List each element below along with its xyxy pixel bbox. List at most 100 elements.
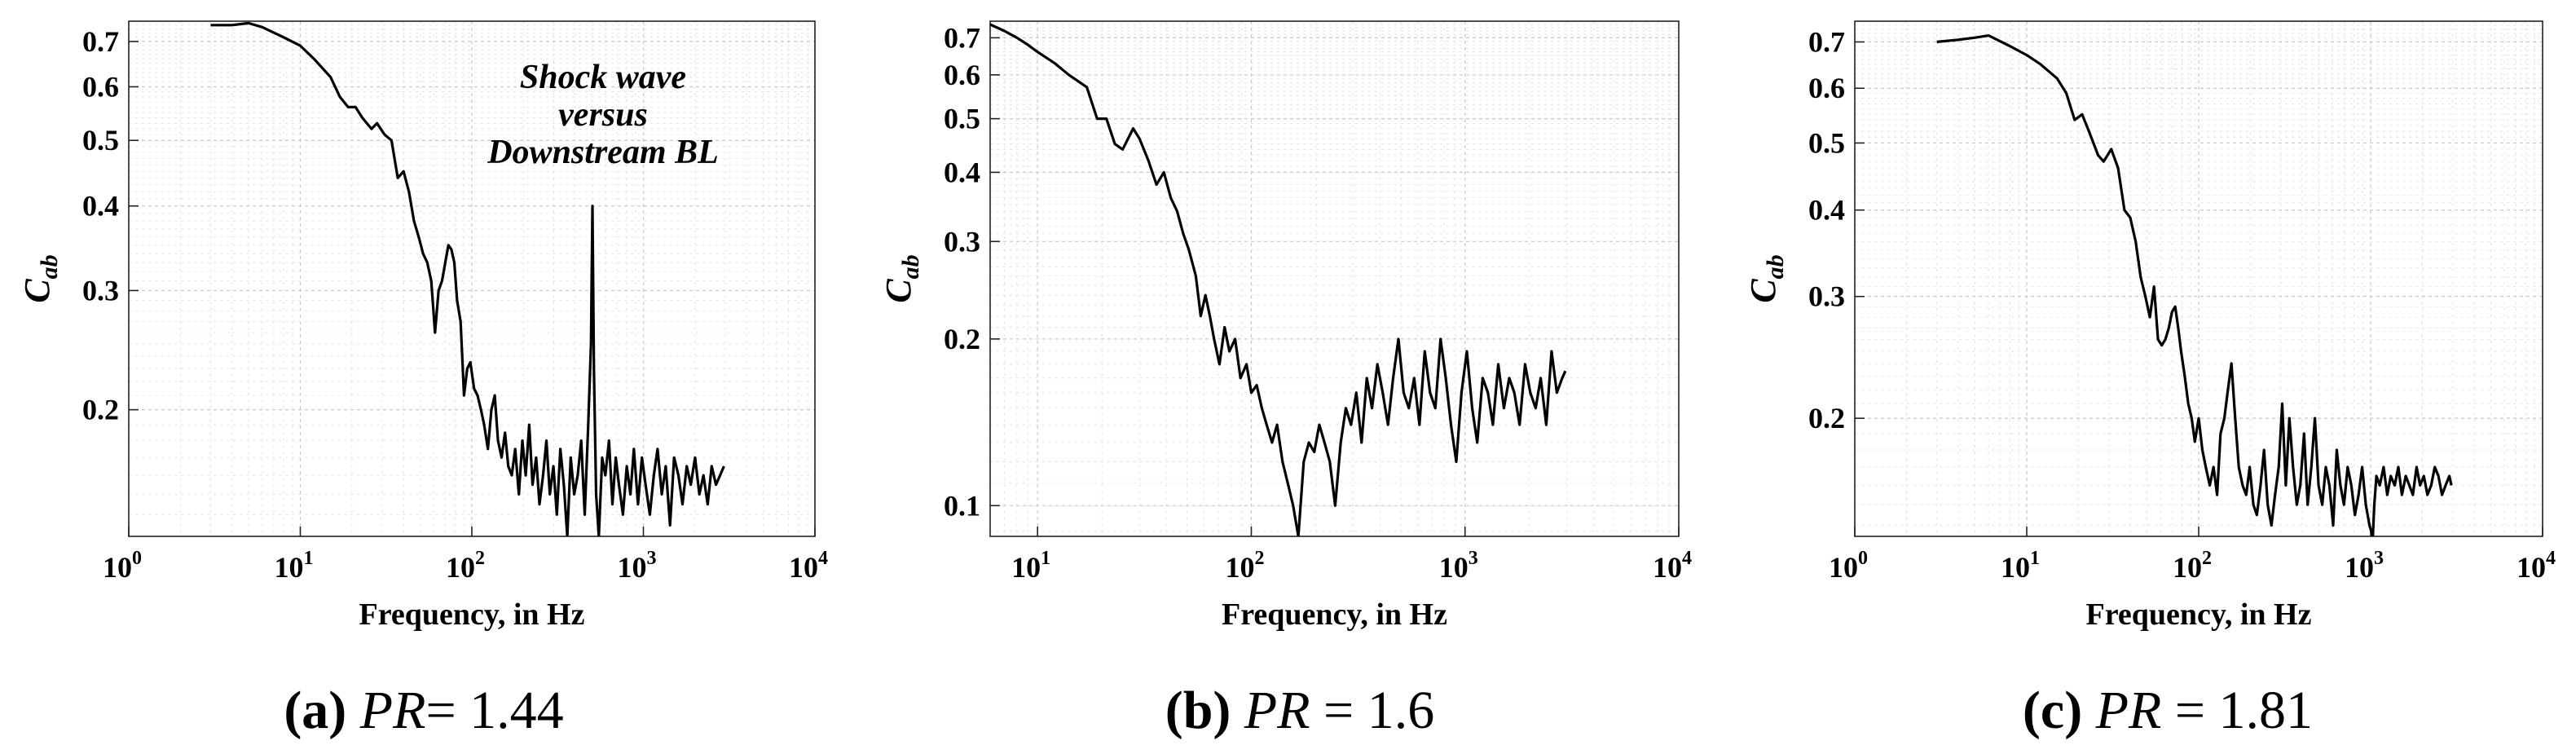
x-tick-exponent: 0 — [132, 548, 142, 569]
x-tick-exponent: 0 — [1858, 548, 1868, 569]
chart-panel-1: 100 101 102 103 1040.70.60.50.40.30.2Frequen… — [17, 20, 828, 740]
data-series-line — [210, 21, 725, 536]
y-tick-label: 0.2 — [944, 323, 980, 355]
x-tick-label: 103 — [2345, 548, 2384, 584]
caption-value: = 1.81 — [2161, 681, 2313, 740]
grid — [1854, 20, 2543, 536]
y-tick-label: 0.2 — [1808, 402, 1845, 434]
y-tick-label: 0.5 — [944, 103, 980, 135]
y-axis-label: Cab — [17, 254, 63, 302]
data-series-line — [1936, 33, 2453, 536]
x-tick-exponent: 2 — [475, 548, 485, 569]
caption-pr-symbol: PR — [1244, 681, 1310, 740]
annotation-text: Shock wave — [520, 59, 686, 96]
y-tick-label: 0.7 — [944, 21, 980, 54]
x-tick-label: 101 — [2001, 548, 2040, 584]
x-tick-base: 10 — [2001, 551, 2030, 584]
x-tick-label: 100 — [1829, 548, 1868, 584]
grid — [989, 20, 1679, 536]
x-tick-label: 103 — [618, 548, 657, 584]
y-axis-label-subscript: ab — [1762, 254, 1789, 279]
y-axis-label: Cab — [1743, 254, 1789, 302]
y-tick-label: 0.6 — [1808, 72, 1845, 104]
x-tick-base: 10 — [1653, 551, 1682, 584]
x-tick-base: 10 — [618, 551, 647, 584]
y-axis-label-subscript: ab — [897, 254, 924, 279]
annotation-text: versus — [558, 96, 648, 134]
caption-space — [1231, 681, 1244, 740]
x-axis-label: Frequency, in Hz — [359, 597, 585, 632]
x-tick-base: 10 — [2173, 551, 2202, 584]
caption-value: = 1.44 — [425, 681, 563, 740]
grid — [128, 20, 815, 537]
x-tick-label: 102 — [2173, 548, 2212, 584]
y-tick-label: 0.3 — [1808, 280, 1845, 313]
x-tick-label: 101 — [1011, 548, 1050, 584]
x-tick-base: 10 — [789, 551, 818, 584]
y-tick-label: 0.4 — [82, 190, 119, 223]
x-tick-label: 102 — [1225, 548, 1264, 584]
y-tick-label: 0.7 — [82, 25, 119, 58]
caption-pr-symbol: PR — [359, 681, 426, 740]
panel-caption: (b) PR = 1.6 — [1165, 681, 1435, 740]
x-tick-label: 100 — [103, 548, 142, 584]
caption-letter: (c) — [2023, 681, 2082, 740]
x-tick-base: 10 — [2345, 551, 2374, 584]
x-tick-label: 104 — [789, 548, 828, 584]
chart-panel-2: 101 102 103 1040.70.60.50.40.30.20.1Frequen… — [878, 20, 1692, 740]
panel-caption: (c) PR = 1.81 — [2023, 681, 2313, 740]
y-tick-label: 0.1 — [944, 489, 980, 522]
x-tick-exponent: 1 — [304, 548, 314, 569]
x-tick-base: 10 — [446, 551, 475, 584]
x-tick-base: 10 — [275, 551, 304, 584]
y-axis-label-main: C — [1743, 279, 1783, 303]
x-tick-exponent: 4 — [818, 548, 828, 569]
x-axis-label: Frequency, in Hz — [2086, 597, 2312, 632]
x-tick-exponent: 3 — [647, 548, 657, 569]
y-tick-label: 0.6 — [944, 59, 980, 91]
x-tick-exponent: 4 — [1682, 548, 1692, 569]
y-tick-label: 0.5 — [1808, 126, 1845, 159]
y-axis-label-main: C — [878, 279, 918, 303]
y-axis-label-main: C — [17, 279, 57, 303]
x-tick-base: 10 — [1225, 551, 1254, 584]
x-tick-base: 10 — [1829, 551, 1858, 584]
x-tick-base: 10 — [1011, 551, 1041, 584]
x-tick-base: 10 — [1439, 551, 1469, 584]
caption-pr-symbol: PR — [2095, 681, 2162, 740]
y-tick-label: 0.6 — [82, 70, 119, 103]
annotation-text: Downstream BL — [487, 134, 719, 171]
x-tick-base: 10 — [2517, 551, 2546, 584]
x-tick-exponent: 2 — [1254, 548, 1264, 569]
x-tick-exponent: 1 — [2030, 548, 2040, 569]
x-tick-exponent: 3 — [2374, 548, 2384, 569]
x-axis-label: Frequency, in Hz — [1222, 597, 1447, 632]
y-tick-label: 0.5 — [82, 124, 119, 157]
x-tick-label: 102 — [446, 548, 485, 584]
plot-frame — [989, 20, 1680, 537]
data-series-line — [990, 23, 1567, 536]
y-tick-label: 0.4 — [944, 156, 980, 188]
x-tick-label: 104 — [1653, 548, 1692, 584]
caption-value: = 1.6 — [1310, 681, 1435, 740]
y-tick-label: 0.3 — [82, 274, 119, 306]
y-tick-label: 0.4 — [1808, 194, 1845, 227]
y-tick-label: 0.7 — [1808, 25, 1845, 58]
y-axis-label: Cab — [878, 254, 924, 302]
x-tick-exponent: 4 — [2546, 548, 2556, 569]
x-tick-label: 104 — [2517, 548, 2556, 584]
x-tick-label: 103 — [1439, 548, 1478, 584]
caption-space — [2082, 681, 2096, 740]
y-tick-label: 0.3 — [944, 225, 980, 258]
chart-panel-3: 100 101 102 103 1040.70.60.50.40.30.2Frequen… — [1743, 20, 2556, 740]
x-tick-exponent: 2 — [2202, 548, 2212, 569]
y-axis-label-subscript: ab — [36, 254, 63, 279]
x-tick-label: 101 — [275, 548, 314, 584]
x-tick-exponent: 1 — [1041, 548, 1050, 569]
x-tick-base: 10 — [103, 551, 132, 584]
caption-letter: (b) — [1165, 681, 1231, 740]
caption-letter: (a) — [284, 681, 346, 740]
caption-space — [346, 681, 360, 740]
panel-caption: (a) PR= 1.44 — [284, 681, 563, 740]
